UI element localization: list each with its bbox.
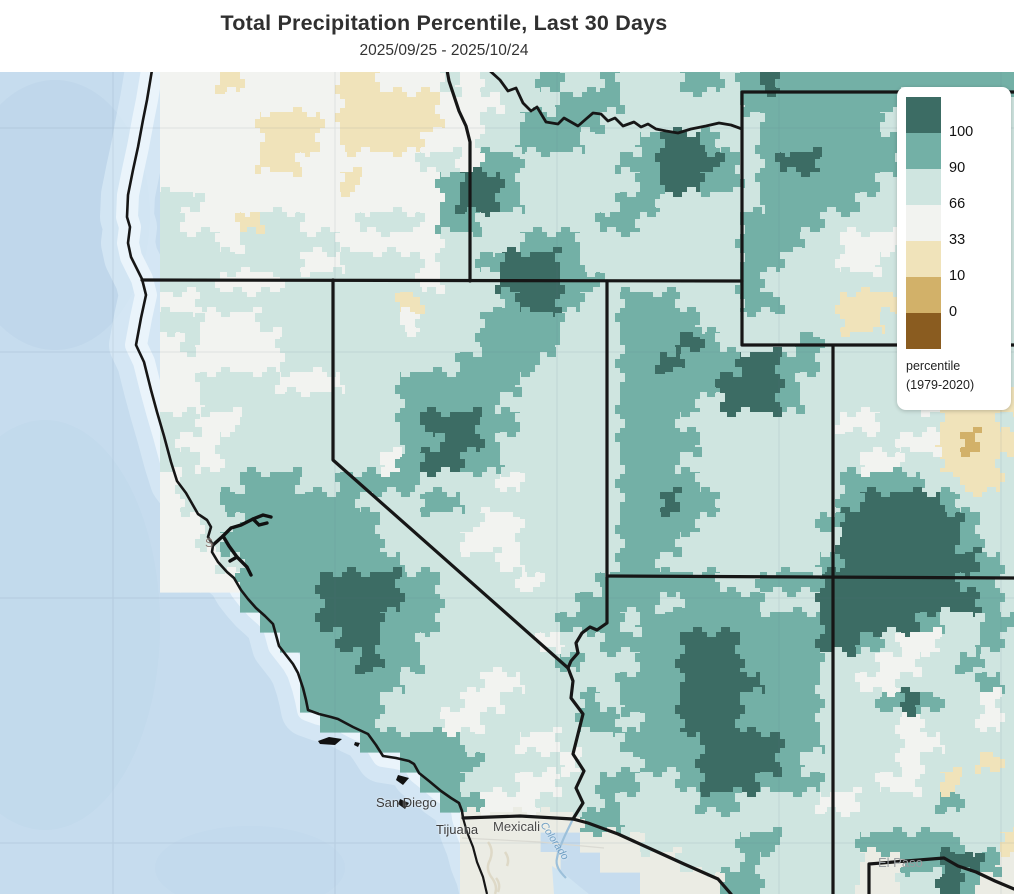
legend-label: 90 xyxy=(949,160,966,176)
date-range-subtitle: 2025/09/25 - 2025/10/24 xyxy=(359,42,529,59)
legend-swatch xyxy=(906,277,941,313)
map-header: Total Precipitation Percentile, Last 30 … xyxy=(0,0,888,72)
channel-islands xyxy=(318,737,409,809)
border-or-id xyxy=(445,72,472,283)
sf-bay-outline xyxy=(211,513,273,577)
mexico-basemap-details xyxy=(461,818,605,894)
legend-swatch xyxy=(906,205,941,241)
colorado-river-line xyxy=(555,818,574,879)
legend-caption-line2: (1979-2020) xyxy=(906,378,975,392)
city-label-tijuana: Tijuana xyxy=(436,822,479,837)
state-border-lines xyxy=(140,72,1014,894)
border-mt-id xyxy=(489,72,744,135)
border-az-mexico xyxy=(571,817,733,894)
coastline xyxy=(125,72,465,819)
legend: 100 90 66 33 10 0 percentile (1979-2020) xyxy=(897,87,1011,410)
border-nm-mexico-rio-grande xyxy=(867,856,1014,894)
legend-swatch xyxy=(906,241,941,277)
legend-color-ramp xyxy=(906,97,941,349)
legend-label: 10 xyxy=(949,268,966,284)
legend-label: 33 xyxy=(949,232,966,248)
map-canvas[interactable] xyxy=(0,72,1014,894)
border-ca-mexico xyxy=(461,814,575,821)
baja-coastline xyxy=(461,817,489,894)
legend-swatch xyxy=(906,313,941,349)
road-line xyxy=(461,837,605,849)
border-42n xyxy=(140,278,744,283)
legend-caption-line1: percentile xyxy=(906,359,961,373)
legend-label: 0 xyxy=(949,304,958,320)
city-label-mexicali: Mexicali xyxy=(493,819,540,834)
map-area: S San Diego Tijuana Mexicali El Paso Col… xyxy=(0,72,1014,894)
page-title: Total Precipitation Percentile, Last 30 … xyxy=(220,11,668,35)
legend-swatch xyxy=(906,133,941,169)
legend-swatch xyxy=(906,97,941,133)
border-ca-nv xyxy=(331,278,570,670)
city-label-san-francisco-partial: S xyxy=(205,536,214,550)
border-nv-ut-az xyxy=(566,279,609,821)
border-ut-az-co-nm xyxy=(605,574,1014,580)
terrain-hills xyxy=(486,841,510,894)
legend-label: 66 xyxy=(949,196,966,212)
legend-swatch xyxy=(906,169,941,205)
city-label-el-paso: El Paso xyxy=(878,855,923,870)
legend-label: 100 xyxy=(949,124,974,140)
city-label-san-diego: San Diego xyxy=(376,795,437,810)
